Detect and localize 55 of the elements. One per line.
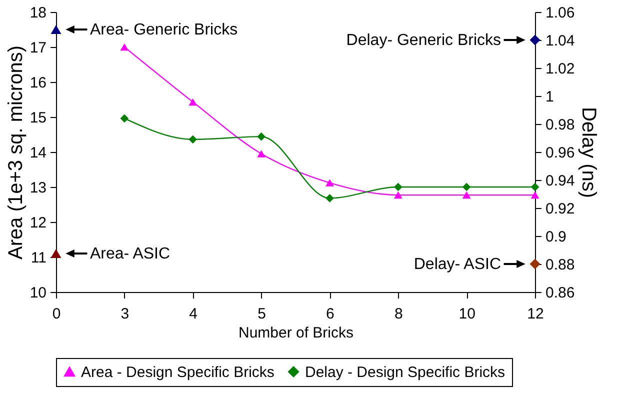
y2-tick-label: 1 (546, 88, 554, 106)
point (530, 191, 540, 199)
point (530, 182, 540, 192)
point (530, 258, 540, 270)
x-tick-label: 0 (52, 306, 61, 322)
y-tick-label: 13 (30, 180, 46, 196)
x-tick-label: 5 (258, 306, 266, 322)
point (326, 194, 334, 202)
y2-tick-label: 1.06 (546, 4, 575, 22)
point (257, 132, 266, 141)
x-tick-label: 4 (189, 306, 198, 322)
y2-tick-label: 0.86 (546, 284, 575, 302)
y2-tick-label: 1.04 (546, 32, 575, 50)
x-tick-label: 3 (120, 306, 130, 322)
series-label: Area- ASIC (90, 246, 170, 262)
point (462, 182, 471, 192)
y2-tick-label: 0.96 (546, 144, 575, 162)
y-axis-title: Area (1e+3 sq. microns) (4, 46, 27, 260)
x-tick-label: 12 (527, 306, 544, 322)
y-tick-label: 14 (30, 144, 46, 162)
point (394, 182, 402, 192)
x-axis-title: Number of Bricks (238, 324, 354, 342)
x-tick-label: 6 (326, 306, 334, 322)
x-tick-label: 10 (458, 306, 476, 322)
y2-tick-label: 0.94 (546, 172, 575, 190)
y-tick-label: 15 (30, 110, 46, 126)
y-tick-label: 10 (30, 284, 46, 302)
point (462, 191, 471, 199)
y2-tick-label: 0.92 (546, 200, 575, 218)
point (50, 24, 62, 34)
legend-label: Delay - Design Specific Bricks (305, 364, 506, 381)
y-tick-label: 12 (30, 214, 46, 232)
y-tick-label: 17 (30, 40, 46, 56)
series-label: Delay- Generic Bricks (346, 32, 501, 49)
series-label: Area- Generic Bricks (90, 22, 238, 38)
y2-tick-label: 0.98 (546, 116, 575, 134)
point (50, 248, 62, 258)
point (120, 43, 129, 51)
x-tick-label: 8 (394, 306, 403, 322)
y2-tick-label: 0.9 (546, 228, 566, 246)
y2-tick-label: 1.02 (546, 60, 575, 78)
legend-label: Area - Design Specific Bricks (81, 364, 274, 381)
y-tick-label: 11 (30, 250, 46, 266)
point (394, 191, 402, 199)
point (188, 135, 198, 144)
point (530, 34, 540, 46)
series-label: Delay- ASIC (414, 256, 501, 273)
point (120, 114, 129, 123)
y2-axis-title: Delay (ns) (578, 106, 600, 198)
y-tick-label: 16 (30, 74, 46, 92)
point (257, 150, 266, 158)
y-tick-label: 18 (30, 4, 46, 22)
point (326, 179, 334, 186)
point (188, 98, 198, 106)
y2-tick-label: 0.88 (546, 256, 575, 274)
